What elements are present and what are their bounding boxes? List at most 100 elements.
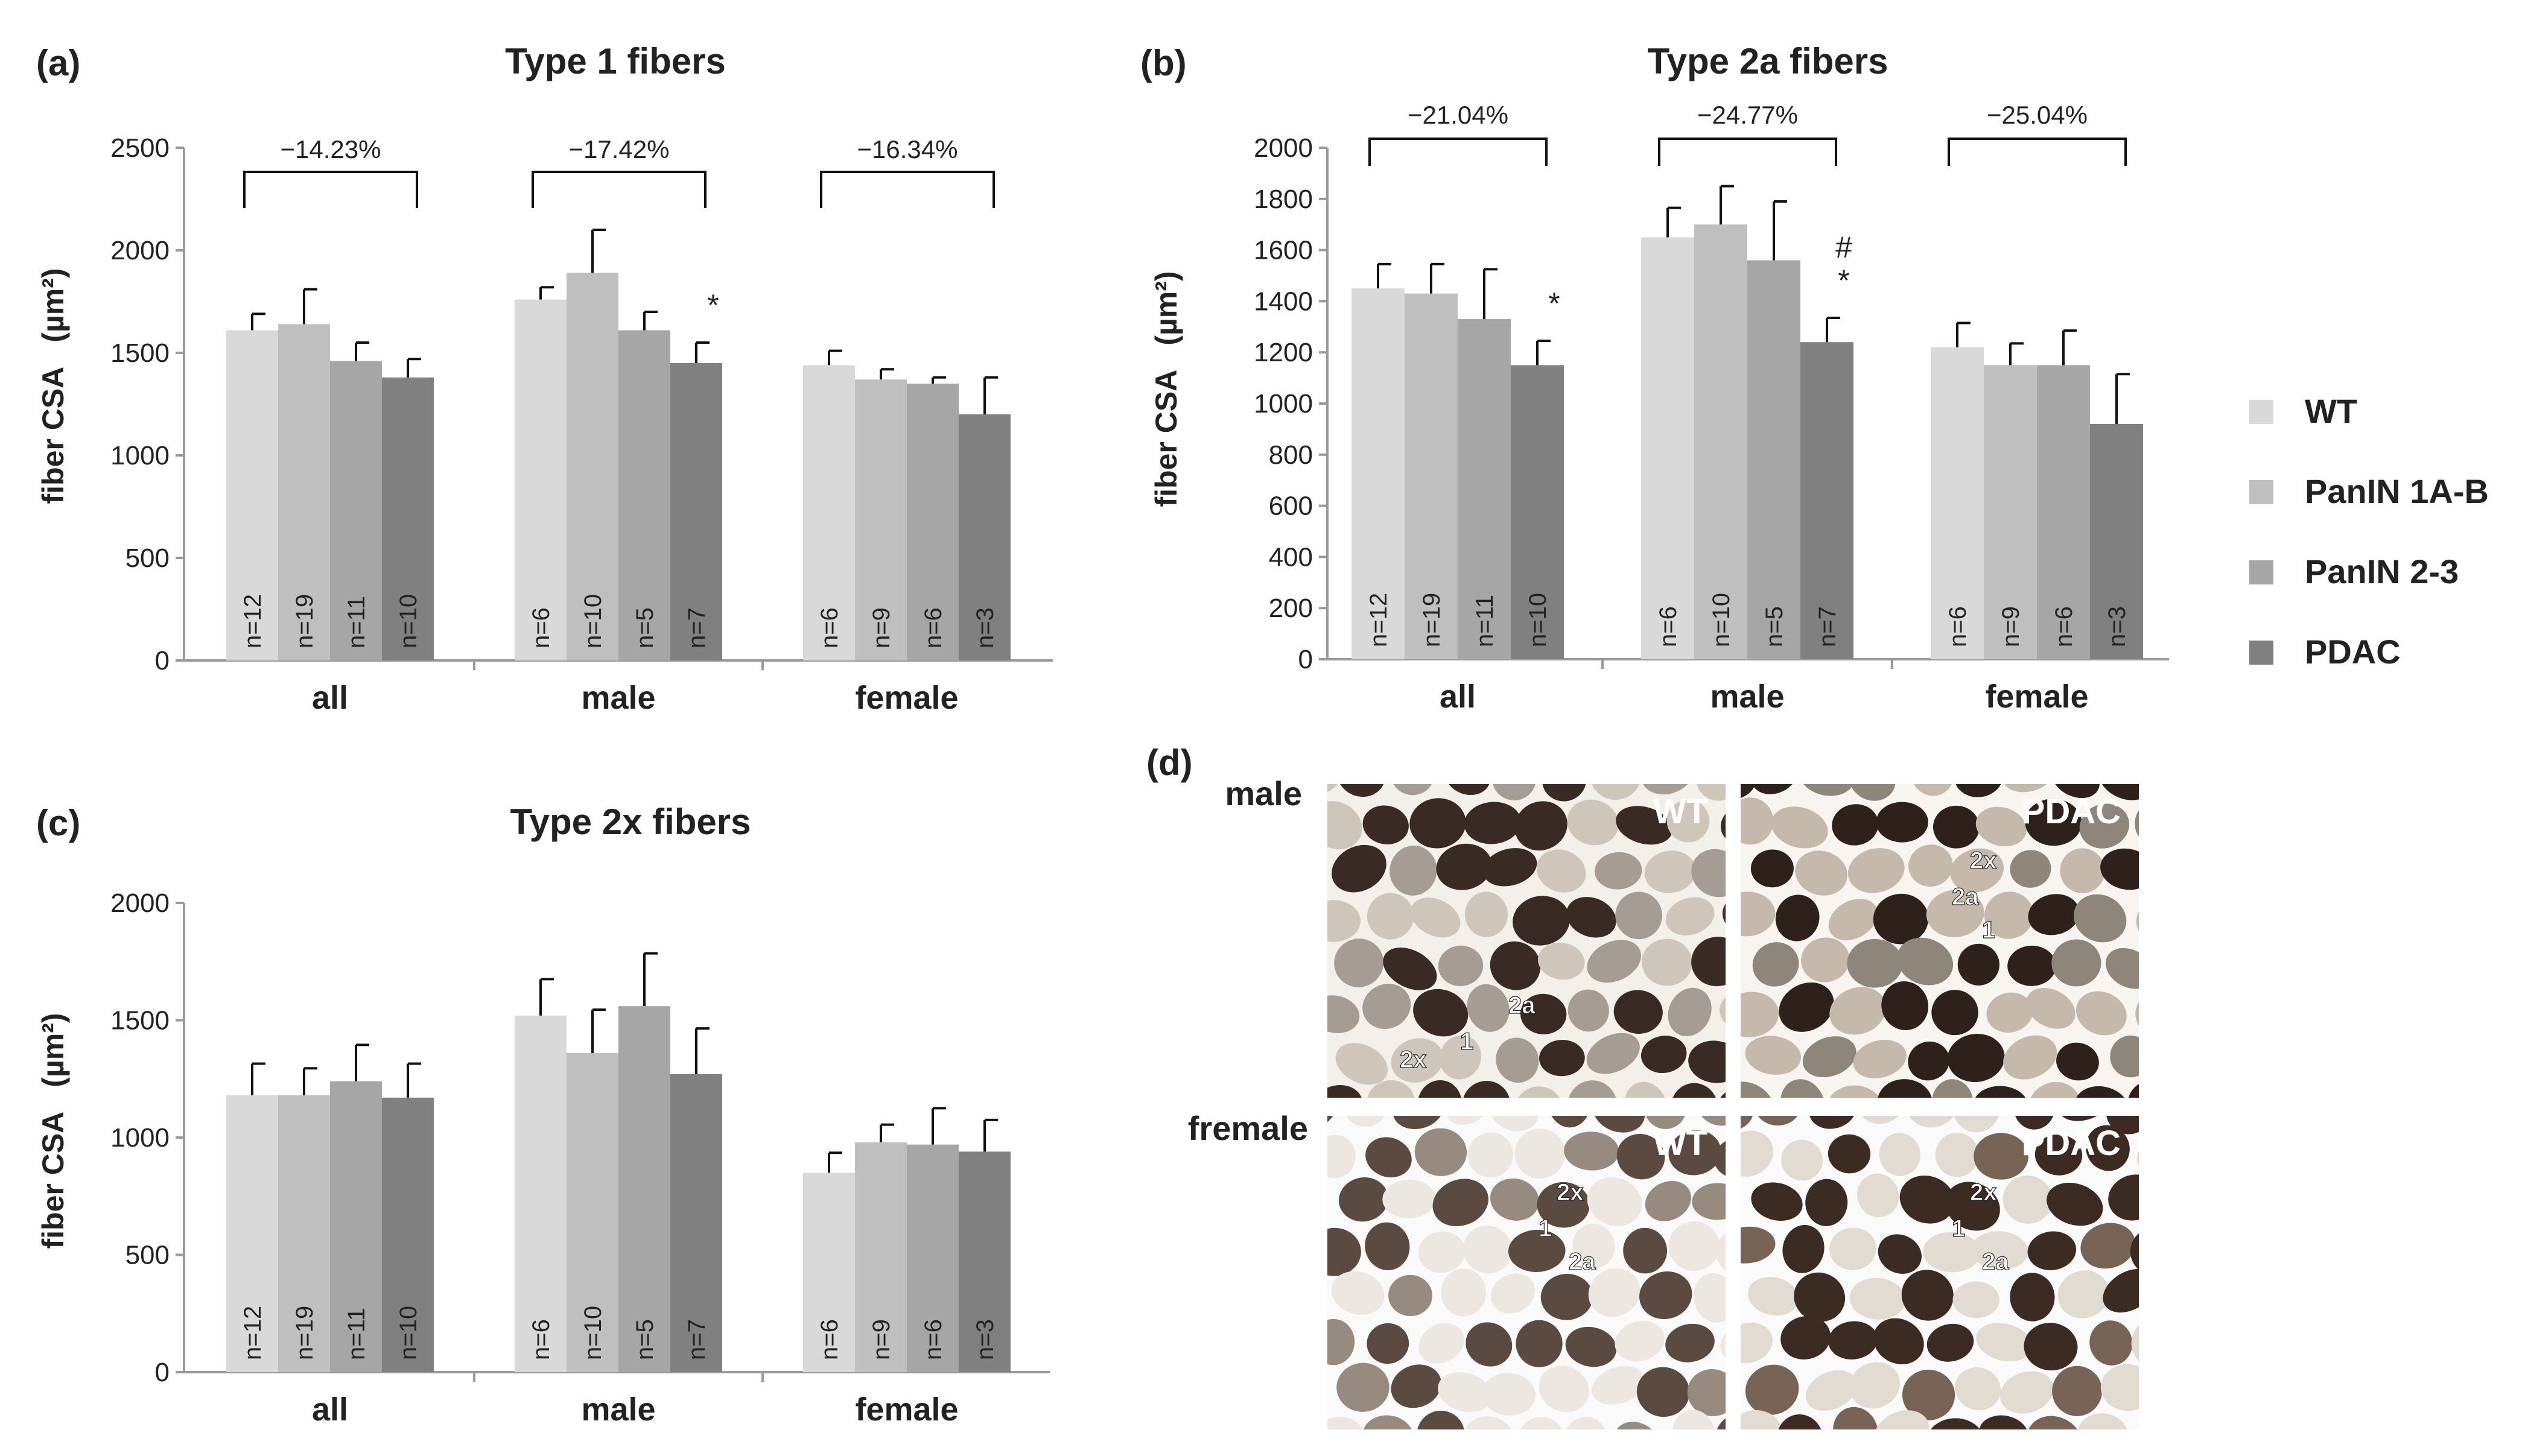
muscle-fiber: [1984, 891, 2034, 939]
muscle-fiber: [1334, 938, 1384, 987]
muscle-fiber: [1327, 1084, 1363, 1098]
muscle-fiber: [1327, 1417, 1367, 1429]
muscle-fiber: [1645, 1180, 1691, 1221]
legend-swatch: [2249, 560, 2273, 584]
micrograph-title: WT: [1653, 792, 1707, 831]
muscle-fiber: [1418, 1323, 1464, 1364]
muscle-fiber: [1514, 801, 1567, 851]
panel-c-bar: [803, 1173, 855, 1372]
muscle-fiber: [1563, 1417, 1608, 1429]
muscle-fiber: [2110, 1035, 2139, 1078]
muscle-fiber: [1809, 1116, 1856, 1129]
panel-b-yunit: (µm²): [1149, 271, 1183, 345]
row-label-male: male: [1225, 774, 1302, 812]
muscle-fiber: [2027, 1416, 2082, 1429]
muscle-fiber: [1829, 987, 1887, 1035]
muscle-fiber: [1367, 893, 1414, 940]
muscle-fiber: [2137, 1137, 2139, 1177]
panel-a-n-label: n=6: [528, 607, 554, 648]
muscle-fiber: [1467, 1132, 1514, 1178]
panel-b-bracket: [1948, 138, 2127, 166]
muscle-fiber: [2100, 848, 2139, 890]
panel-b-bar: [1800, 342, 1853, 659]
muscle-fiber: [2076, 991, 2127, 1036]
micrograph-title: PDAC: [2022, 1124, 2121, 1163]
muscle-fiber: [1335, 1043, 1388, 1085]
muscle-fiber: [1390, 845, 1437, 896]
muscle-fiber: [1899, 1176, 1955, 1224]
panel-a-ylabel: fiber CSA: [36, 367, 70, 504]
muscle-fiber: [1464, 802, 1521, 844]
panel-a-n-label: n=19: [291, 594, 318, 648]
muscle-fiber: [1327, 1318, 1355, 1366]
panel-a-bar: [515, 299, 567, 661]
muscle-fiber: [1873, 1410, 1929, 1429]
panel-b-significance-mark: *: [1548, 286, 1560, 320]
panel-b-n-label: n=19: [1418, 593, 1445, 647]
fiber-type-label: 1: [1460, 1028, 1473, 1055]
muscle-fiber: [1615, 1321, 1665, 1362]
panel-c-bar: [226, 1095, 278, 1372]
muscle-fiber: [1780, 1079, 1825, 1098]
panel-c-ytick-label: 1500: [110, 1006, 170, 1036]
panel-b-ytick-label: 1000: [1254, 389, 1313, 419]
panel-a-n-label: n=10: [395, 594, 422, 648]
muscle-fiber: [2007, 945, 2056, 986]
muscle-fiber: [1482, 848, 1537, 887]
panel-b-bracket: [1658, 138, 1837, 166]
panel-a-chart: (a) Type 1 fibers fiber CSA (µm²) 0 500 100…: [36, 41, 1053, 716]
muscle-fiber: [1902, 1369, 1955, 1420]
legend-swatch: [2249, 641, 2273, 665]
panel-a-n-label: n=7: [684, 607, 710, 648]
muscle-fiber: [2074, 1086, 2129, 1098]
muscle-fiber: [1950, 848, 2004, 893]
muscle-fiber: [1365, 1137, 1412, 1178]
panel-c-bar: [330, 1081, 382, 1372]
panel-c-ytick-label: 500: [125, 1241, 170, 1270]
fiber-type-label: 1: [1982, 917, 1995, 943]
muscle-fiber: [1444, 784, 1490, 796]
panel-b-n-label: n=6: [2051, 606, 2077, 647]
muscle-fiber: [1955, 1367, 2001, 1411]
muscle-fiber: [2108, 1174, 2139, 1221]
panel-a-plot: 0 500 1000 1500 2000 2500 all n=12 n=19 n=11 n=10 −…: [110, 133, 1053, 716]
muscle-fiber: [2052, 1366, 2103, 1416]
muscle-fiber: [1466, 1322, 1513, 1367]
muscle-fiber: [1327, 1227, 1361, 1276]
muscle-fiber: [2135, 990, 2139, 1037]
muscle-fiber: [1901, 1270, 1954, 1321]
muscle-fiber: [1828, 1321, 1878, 1359]
fiber-type-label: 2a: [1569, 1249, 1596, 1275]
panel-b-n-label: n=7: [1814, 606, 1841, 647]
muscle-fiber: [1462, 1081, 1510, 1098]
muscle-fiber: [1636, 1367, 1690, 1417]
muscle-fiber: [1482, 1373, 1536, 1416]
panel-a-ytick-label: 0: [155, 646, 170, 676]
panel-b-bar: [1351, 288, 1405, 659]
row-label-female: fremale: [1188, 1109, 1308, 1147]
panel-c-n-label: n=6: [528, 1319, 554, 1360]
muscle-fiber: [1586, 1033, 1640, 1074]
muscle-fiber: [1464, 1416, 1514, 1429]
panel-c-category-label: female: [855, 1391, 958, 1428]
muscle-fiber: [1741, 1226, 1776, 1264]
muscle-fiber: [2098, 784, 2139, 800]
panel-b-n-label: n=5: [1761, 606, 1788, 647]
muscle-fiber: [1832, 804, 1879, 846]
muscle-fiber: [1779, 982, 1834, 1032]
panel-a-n-label: n=5: [632, 607, 658, 648]
panel-b-bracket-percent: −24.77%: [1697, 101, 1798, 129]
panel-d-micrographs: (d) male fremale WT2a12xPDAC2x2a1WT2x12a…: [1146, 742, 2139, 1429]
muscle-fiber: [1438, 1372, 1492, 1413]
muscle-fiber: [1931, 1418, 1980, 1429]
muscle-fiber: [1906, 1116, 1958, 1128]
muscle-fiber: [1616, 1134, 1665, 1180]
panel-a-n-label: n=3: [972, 607, 999, 648]
panel-b-ytick-label: 400: [1269, 542, 1313, 572]
muscle-fiber: [1849, 1277, 1906, 1320]
muscle-fiber: [1777, 1414, 1823, 1429]
muscle-fiber: [1615, 891, 1662, 940]
panel-a-ytick-label: 1500: [110, 338, 170, 368]
muscle-fiber: [2106, 1116, 2139, 1135]
